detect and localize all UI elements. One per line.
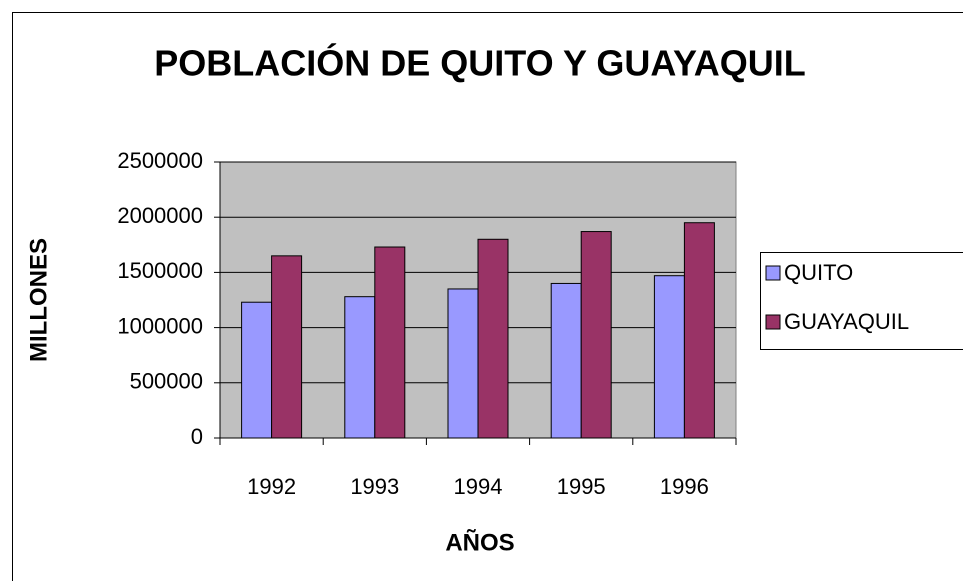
bar xyxy=(241,301,273,439)
bar xyxy=(580,231,612,439)
legend-label: QUITO xyxy=(784,260,853,285)
y-tick-label: 1500000 xyxy=(117,258,203,283)
bar xyxy=(447,288,479,439)
y-tick-label: 1000000 xyxy=(117,313,203,338)
y-tick-label: 2000000 xyxy=(117,203,203,228)
legend-swatch xyxy=(765,265,781,281)
bar xyxy=(374,246,406,439)
chart-title: POBLACIÓN DE QUITO Y GUAYAQUIL xyxy=(154,42,805,84)
bar xyxy=(683,222,715,439)
bar xyxy=(477,238,509,439)
bar xyxy=(344,296,376,439)
y-tick-label: 2500000 xyxy=(117,148,203,173)
x-tick-label: 1992 xyxy=(247,474,296,499)
x-tick-label: 1996 xyxy=(660,474,709,499)
y-axis-label: MILLONES xyxy=(25,238,52,362)
bar xyxy=(653,275,685,439)
legend-box xyxy=(760,252,963,350)
legend-label: GUAYAQUIL xyxy=(784,309,909,334)
bar xyxy=(550,282,582,439)
y-tick-label: 0 xyxy=(191,424,203,449)
x-tick-label: 1994 xyxy=(454,474,503,499)
x-axis-label: AÑOS xyxy=(445,528,514,556)
x-tick-label: 1995 xyxy=(557,474,606,499)
x-tick-label: 1993 xyxy=(350,474,399,499)
bar xyxy=(271,255,303,439)
y-tick-label: 500000 xyxy=(130,369,203,394)
legend-swatch xyxy=(765,314,781,330)
